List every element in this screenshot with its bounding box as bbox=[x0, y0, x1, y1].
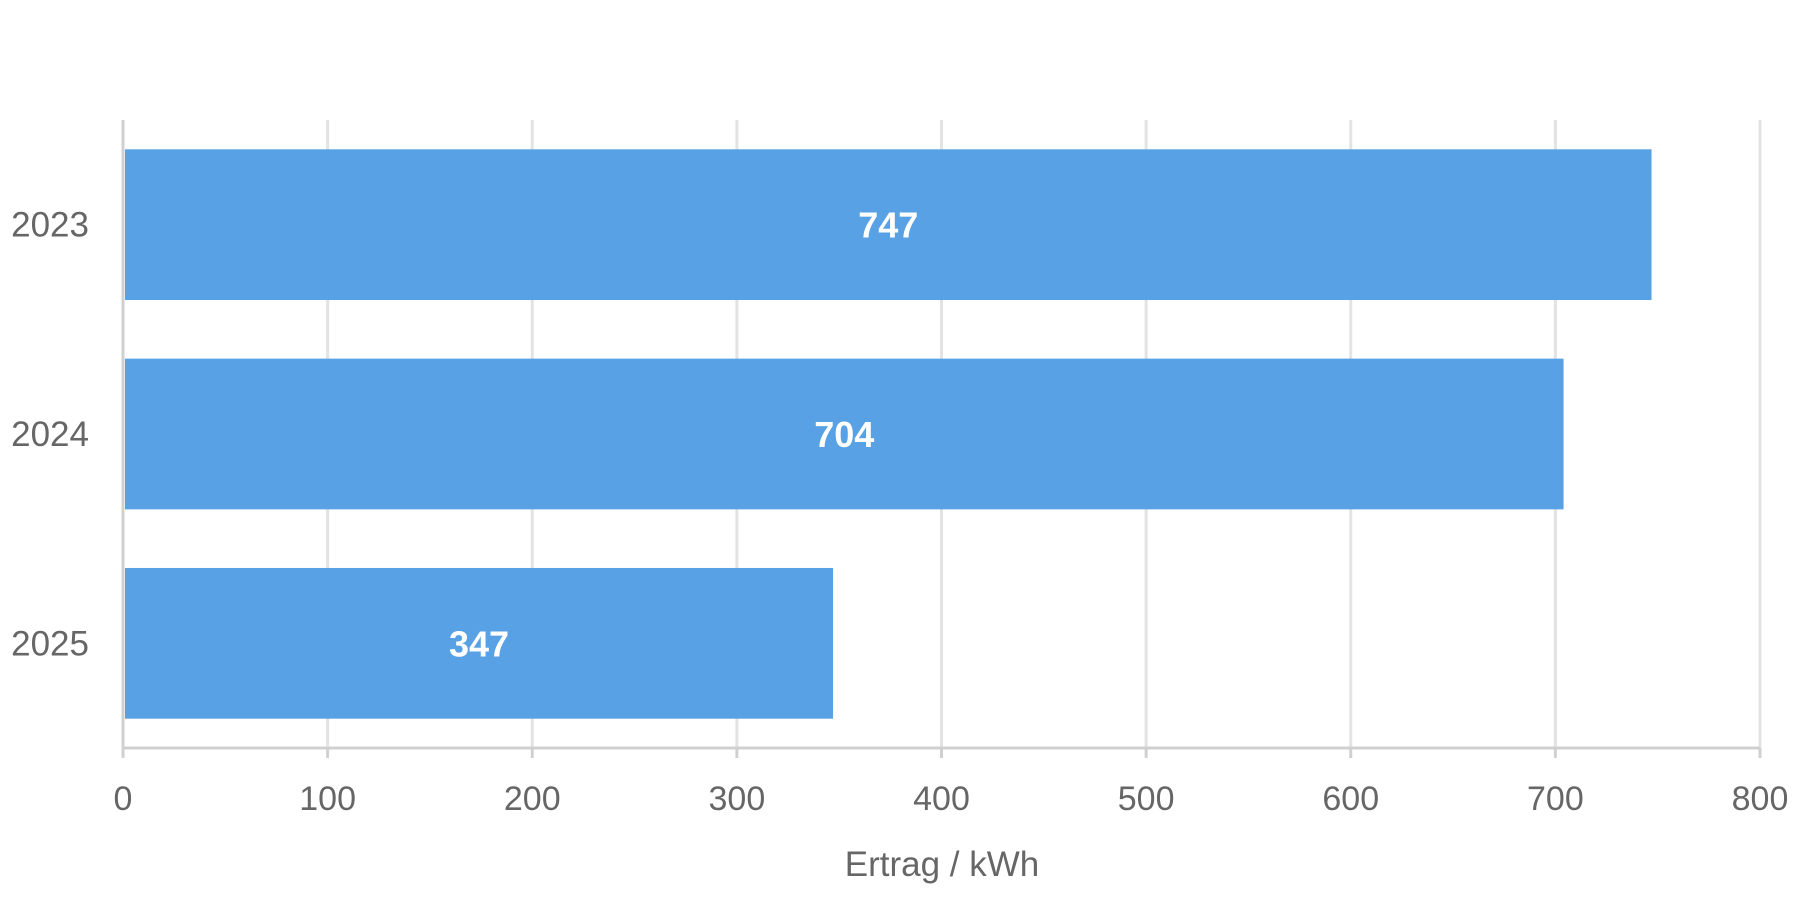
bars bbox=[125, 149, 1652, 719]
x-tick-label: 500 bbox=[1118, 780, 1175, 818]
bar-2024 bbox=[125, 358, 1564, 510]
x-tick-label: 0 bbox=[114, 780, 133, 818]
x-tick-label: 700 bbox=[1527, 780, 1584, 818]
bar-2023 bbox=[125, 149, 1652, 301]
category-label-2025: 2025 bbox=[11, 624, 89, 663]
axes bbox=[121, 120, 1762, 758]
x-tick-label: 200 bbox=[504, 780, 561, 818]
bar-2025 bbox=[125, 567, 834, 719]
x-tick-label: 800 bbox=[1732, 780, 1789, 818]
x-tick-label: 300 bbox=[709, 780, 766, 818]
category-label-2024: 2024 bbox=[11, 415, 89, 454]
category-label-2023: 2023 bbox=[11, 206, 89, 245]
x-axis-title: Ertrag / kWh bbox=[845, 845, 1039, 884]
data-label-2025: 347 bbox=[449, 623, 509, 664]
x-tick-label: 100 bbox=[299, 780, 356, 818]
x-tick-label: 400 bbox=[913, 780, 970, 818]
data-label-2023: 747 bbox=[858, 205, 918, 246]
data-label-2024: 704 bbox=[814, 414, 874, 455]
labels: 0 100 200 300 400 500 600 700 800 747 2023 704 2024 3… bbox=[11, 205, 1788, 818]
x-tick-label: 600 bbox=[1322, 780, 1379, 818]
